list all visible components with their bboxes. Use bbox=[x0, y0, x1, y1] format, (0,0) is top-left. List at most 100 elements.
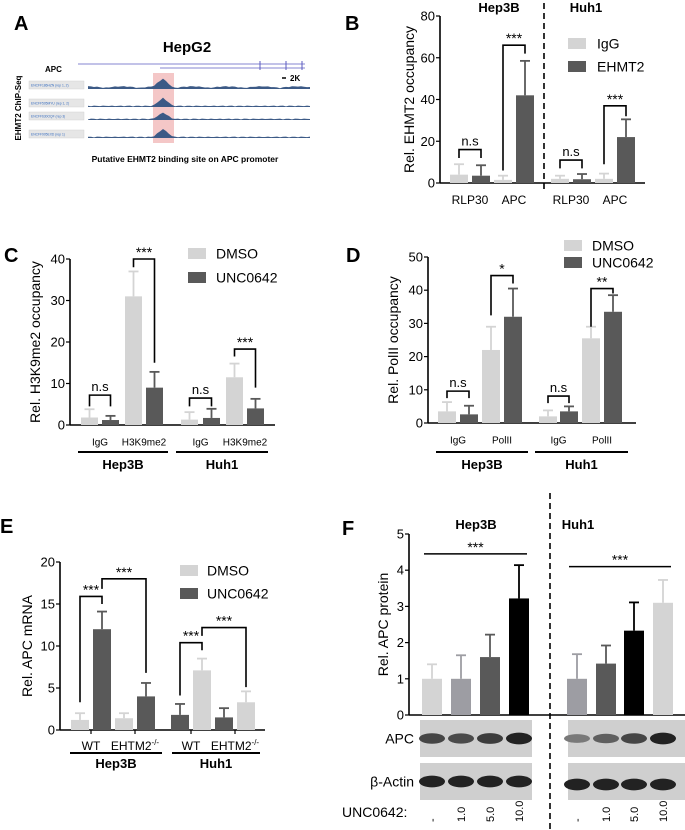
y-axis-label: Rel. APC mRNA bbox=[19, 594, 35, 697]
group-title: Huh1 bbox=[562, 517, 595, 532]
category-label: WT bbox=[82, 739, 101, 753]
significance-label: *** bbox=[136, 244, 153, 260]
significance-label: *** bbox=[612, 552, 629, 568]
panel-letter-d: D bbox=[346, 245, 360, 267]
bar bbox=[480, 657, 500, 715]
category-label: EHTM2-/- bbox=[111, 738, 160, 753]
significance-bracket bbox=[101, 577, 147, 673]
track-selector[interactable] bbox=[28, 129, 85, 139]
group-label: Hep3B bbox=[461, 457, 502, 472]
chip-seq-signal bbox=[88, 78, 310, 89]
bar bbox=[567, 678, 587, 715]
blot-band bbox=[593, 778, 619, 791]
bar bbox=[193, 670, 211, 730]
treatment-dose: - bbox=[572, 818, 584, 822]
blot-band bbox=[419, 775, 445, 788]
category-label-text: IgG bbox=[450, 436, 466, 447]
category-label: WT bbox=[182, 739, 201, 753]
track-selector[interactable] bbox=[28, 98, 85, 108]
y-axis-label: Rel. PolII occupancy bbox=[385, 276, 401, 404]
bar bbox=[422, 678, 442, 715]
blot-band bbox=[448, 733, 474, 744]
significance-label: ** bbox=[597, 274, 608, 290]
bar bbox=[472, 175, 490, 183]
track-name: ENCFF505MYU (rep 1, 2) bbox=[31, 102, 69, 106]
side-label: EHMT2 ChIP-Seq bbox=[14, 75, 23, 140]
category-label-text: EHTM2 bbox=[211, 739, 252, 753]
bar bbox=[247, 408, 264, 425]
significance-label: n.s bbox=[192, 382, 210, 397]
significance-label: n.s bbox=[562, 144, 580, 159]
panel-a: A HepG2 APC 2K EHMT2 ChIP-Seq ENCFF186HZ… bbox=[14, 13, 310, 164]
blot-label: β-Actin bbox=[370, 774, 414, 790]
track-name: ENCFF905EXD (rep 1) bbox=[31, 133, 65, 137]
category-label: H3K9me2 bbox=[223, 438, 268, 449]
significance-label: *** bbox=[506, 30, 523, 46]
significance-label: *** bbox=[116, 564, 133, 580]
bar bbox=[516, 95, 534, 183]
y-tick-label: 5 bbox=[397, 527, 404, 542]
category-label: PolII bbox=[492, 436, 512, 447]
significance-bracket bbox=[132, 258, 156, 363]
y-tick-label: 4 bbox=[397, 563, 404, 578]
blot-band bbox=[506, 732, 532, 745]
treatment-dose: 10.0 bbox=[514, 801, 526, 822]
legend-swatch bbox=[568, 38, 586, 49]
binding-site-highlight bbox=[153, 73, 174, 143]
category-label: RLP30 bbox=[452, 193, 489, 207]
significance-bracket bbox=[590, 287, 614, 327]
category-label-text: H3K9me2 bbox=[223, 438, 268, 449]
significance-label: n.s bbox=[91, 379, 109, 394]
significance-bracket bbox=[88, 394, 112, 407]
group-label: Huh1 bbox=[565, 457, 598, 472]
panel-letter-c: C bbox=[4, 245, 18, 267]
legend-swatch bbox=[564, 240, 582, 251]
y-axis-label: Rel. H3K9me2 occupancy bbox=[27, 261, 43, 423]
track-name: ENCFF630OQF (rep 3) bbox=[31, 115, 65, 119]
significance-bracket bbox=[188, 397, 213, 407]
chart-c: 0 10 20 30 40 Rel. H3K9me2 occupancy IgG H3K9me… bbox=[27, 244, 278, 472]
bar bbox=[604, 311, 622, 423]
significance-label: *** bbox=[467, 539, 484, 555]
y-tick-label: 0 bbox=[48, 723, 55, 738]
chip-seq-signal bbox=[88, 112, 310, 120]
legend-label: UNC0642 bbox=[216, 270, 278, 286]
track-selector[interactable] bbox=[28, 111, 85, 121]
bar bbox=[509, 598, 529, 715]
bar bbox=[624, 630, 644, 715]
y-tick-label: 20 bbox=[51, 335, 65, 350]
y-tick-label: 30 bbox=[409, 316, 423, 331]
category-label-text: PolII bbox=[492, 436, 512, 447]
chart-f: 0 1 2 3 4 5 Rel. APC protein Hep3B Huh1 *** *** APC… bbox=[342, 493, 685, 830]
y-tick-label: 40 bbox=[409, 283, 423, 298]
blot-band bbox=[621, 778, 647, 791]
blot-band bbox=[448, 775, 474, 788]
bar bbox=[102, 420, 119, 425]
group-title: Hep3B bbox=[455, 517, 496, 532]
legend-label: UNC0642 bbox=[207, 586, 269, 602]
gene-track bbox=[78, 61, 305, 70]
bar bbox=[81, 417, 98, 425]
bar bbox=[203, 417, 220, 425]
blot-band bbox=[506, 775, 532, 788]
significance-bracket bbox=[79, 595, 103, 703]
panel-letter-e: E bbox=[0, 516, 13, 538]
category-label: EHTM2-/- bbox=[211, 738, 260, 753]
track-selector[interactable] bbox=[28, 80, 85, 90]
category-label-superscript: -/- bbox=[152, 738, 160, 747]
significance-label: *** bbox=[83, 581, 100, 597]
legend-swatch bbox=[180, 565, 198, 576]
legend-label: UNC0642 bbox=[592, 255, 654, 271]
category-label-text: APC bbox=[502, 193, 527, 207]
legend-label: DMSO bbox=[216, 246, 258, 262]
chip-seq-signal bbox=[88, 97, 310, 107]
legend-label: EHMT2 bbox=[597, 59, 645, 75]
category-label: APC bbox=[603, 193, 628, 207]
group-title: Hep3B bbox=[478, 0, 519, 15]
y-tick-label: 20 bbox=[409, 349, 423, 364]
significance-bracket bbox=[559, 159, 583, 169]
bar bbox=[596, 663, 616, 715]
scale-label: 2K bbox=[290, 74, 300, 83]
